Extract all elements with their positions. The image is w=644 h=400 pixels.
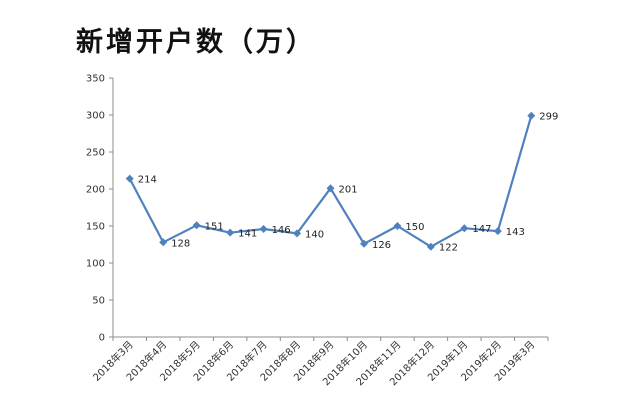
- data-point: [259, 224, 268, 233]
- y-tick-label: 100: [86, 259, 105, 270]
- data-label: 201: [339, 184, 358, 195]
- data-point: [226, 228, 235, 237]
- x-axis: 2018年3月2018年4月2018年5月2018年6月2018年7月2018年…: [90, 336, 549, 388]
- data-point: [192, 221, 201, 230]
- data-label: 128: [171, 238, 190, 249]
- y-tick-label: 350: [86, 74, 105, 85]
- data-label: 122: [439, 243, 458, 254]
- data-label: 146: [272, 225, 291, 236]
- data-label: 141: [238, 229, 257, 240]
- chart-title: 新增开户数（万）: [76, 27, 316, 58]
- data-point: [359, 239, 368, 248]
- data-label: 214: [138, 175, 157, 186]
- data-labels: 214 128 151 141 146 140 201 126 150 122 147 143 299: [138, 112, 559, 254]
- data-label: 150: [405, 222, 424, 233]
- data-label: 126: [372, 240, 391, 251]
- y-tick-label: 0: [99, 333, 105, 344]
- y-tick-label: 200: [86, 185, 105, 196]
- data-point: [326, 184, 335, 193]
- data-point: [460, 224, 469, 233]
- series-line: [128, 115, 533, 248]
- data-point: [393, 222, 402, 230]
- data-point: [159, 238, 168, 247]
- data-label: 299: [539, 112, 558, 123]
- data-point: [293, 229, 302, 238]
- y-tick-label: 300: [86, 111, 105, 122]
- series-revenue: [125, 111, 536, 251]
- data-point: [527, 111, 536, 120]
- data-label: 143: [506, 227, 525, 238]
- y-tick-label: 50: [92, 296, 105, 307]
- data-label: 151: [205, 221, 224, 232]
- data-label: 140: [305, 229, 324, 240]
- data-point: [493, 227, 502, 236]
- data-point: [426, 242, 435, 251]
- data-point: [125, 174, 134, 183]
- y-tick-label: 150: [86, 222, 105, 233]
- y-tick-label: 250: [86, 148, 105, 159]
- data-label: 147: [472, 224, 491, 235]
- y-axis: 0 50 100 150 200 250 300 350: [86, 74, 114, 344]
